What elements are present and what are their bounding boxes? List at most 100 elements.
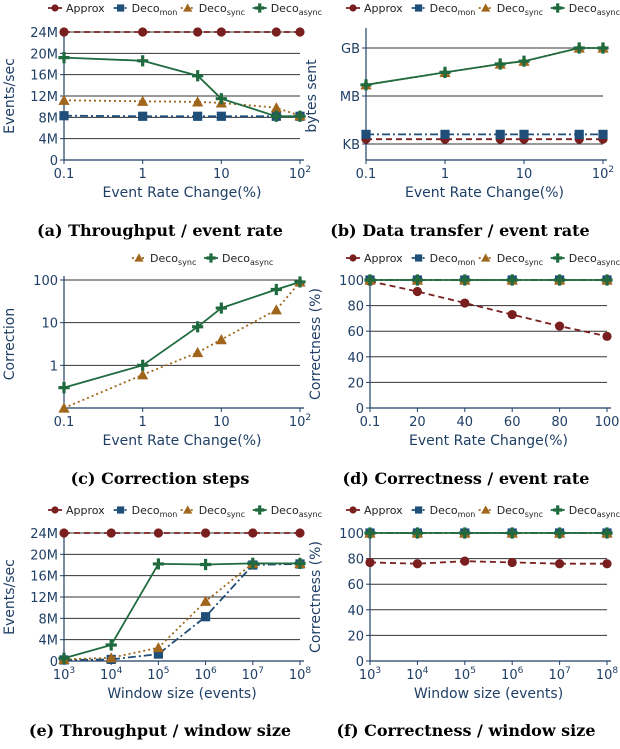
x-tick-label-base: 10	[548, 668, 565, 683]
x-tick-label: 102	[289, 165, 311, 182]
legend-label-base: Deco	[132, 2, 160, 15]
data-point	[200, 558, 212, 571]
legend-label-base: Deco	[497, 2, 525, 15]
data-point	[459, 527, 471, 539]
data-point	[153, 528, 163, 538]
legend-label-sub: async	[597, 258, 620, 267]
legend-item-deco-async: Decoasync	[550, 252, 620, 267]
legend-label: Decomon	[430, 252, 476, 267]
legend-label-base: Deco	[199, 504, 227, 517]
legend-label: Decomon	[430, 504, 476, 519]
series-approx	[365, 276, 612, 341]
legend-label-sub: mon	[160, 8, 178, 17]
legend-label-sub: async	[299, 510, 322, 519]
data-point	[247, 557, 259, 569]
y-tick-label: 0	[50, 154, 58, 169]
x-tick-label: 104	[100, 666, 123, 683]
legend-label-sub: async	[597, 510, 620, 519]
data-point	[602, 331, 612, 341]
data-point	[412, 286, 422, 297]
x-tick-label: 20	[409, 415, 426, 430]
series-approx	[59, 27, 305, 37]
legend-label-base: Deco	[569, 504, 597, 517]
x-tick-label: 40	[457, 415, 474, 430]
data-point	[58, 382, 70, 394]
legend-label: Approx	[364, 504, 403, 517]
series-deco-mon	[59, 111, 305, 121]
x-tick-label: 102	[289, 413, 311, 430]
legend-marker	[117, 4, 125, 12]
x-tick-label-base: 0.1	[54, 167, 75, 182]
data-point	[152, 558, 164, 570]
data-point	[270, 102, 282, 113]
legend-marker	[183, 3, 193, 12]
data-point	[193, 27, 203, 37]
data-point	[412, 559, 422, 569]
data-point	[440, 129, 450, 139]
data-point	[216, 111, 226, 121]
x-axis-label: Event Rate Change(%)	[405, 185, 564, 201]
x-tick-label: 102	[592, 165, 614, 182]
data-point	[439, 66, 451, 78]
x-tick-label-sup: 7	[258, 666, 264, 676]
data-point	[59, 27, 69, 37]
legend-label-sub: sync	[525, 258, 543, 267]
data-point	[459, 274, 471, 286]
x-tick-label-sup: 4	[423, 666, 429, 676]
y-tick-label: 20M	[30, 47, 58, 62]
data-point	[554, 527, 566, 539]
data-point	[294, 557, 306, 569]
data-point	[411, 274, 423, 286]
data-point	[105, 639, 117, 651]
x-tick-label: 103	[359, 666, 381, 683]
data-point	[518, 55, 530, 67]
x-tick-label-base: 10	[454, 668, 471, 683]
x-tick-label-base: 10	[213, 167, 230, 182]
series-deco-async	[58, 52, 306, 122]
legend-item-approx: Approx	[346, 2, 403, 15]
x-tick-label: 10	[516, 167, 533, 182]
legend-label: Approx	[66, 2, 105, 15]
legend-label-base: Deco	[271, 2, 299, 15]
legend-label: Decoasync	[569, 2, 620, 17]
data-point	[554, 274, 566, 286]
series-deco-async	[364, 527, 613, 539]
legend-marker	[553, 505, 563, 515]
legend-item-approx: Approx	[346, 504, 403, 517]
x-tick-label: 108	[596, 666, 619, 683]
series-approx	[365, 556, 612, 569]
legend-label-sub: sync	[525, 8, 543, 17]
data-point	[215, 302, 227, 314]
y-tick-label: 40	[347, 604, 364, 619]
data-point	[192, 321, 204, 333]
data-point	[270, 304, 282, 315]
series-deco-sync	[58, 557, 306, 664]
x-tick-label: 104	[406, 666, 429, 683]
series-line	[63, 562, 300, 660]
data-point	[152, 642, 164, 653]
y-axis-label: Events/sec	[2, 559, 18, 635]
data-point	[201, 528, 211, 538]
data-point	[192, 346, 204, 358]
x-tick-label-sup: 2	[608, 165, 614, 175]
x-tick-label: 1	[441, 167, 449, 182]
data-point	[137, 369, 149, 380]
legend-label: Decosync	[497, 2, 543, 17]
legend-label-base: Approx	[66, 2, 105, 15]
data-point	[294, 276, 306, 288]
data-point	[602, 559, 612, 569]
data-point	[597, 42, 609, 54]
chart-panel-d: 0 20 40 60 80 100 0.1 20 40 60 80 100 Event Rate Cha…	[308, 252, 620, 488]
x-tick-label: 105	[454, 666, 476, 683]
data-point	[59, 528, 69, 538]
legend-item-deco-sync: Decosync	[180, 2, 245, 17]
data-point	[106, 528, 116, 538]
data-point	[58, 52, 70, 64]
data-point	[105, 652, 117, 663]
x-tick-label-sup: 8	[612, 666, 618, 676]
data-point	[271, 27, 281, 37]
legend-label: Approx	[364, 252, 403, 265]
legend-label: Decoasync	[271, 2, 322, 17]
series-line	[369, 560, 607, 565]
series-deco-sync	[58, 276, 306, 413]
